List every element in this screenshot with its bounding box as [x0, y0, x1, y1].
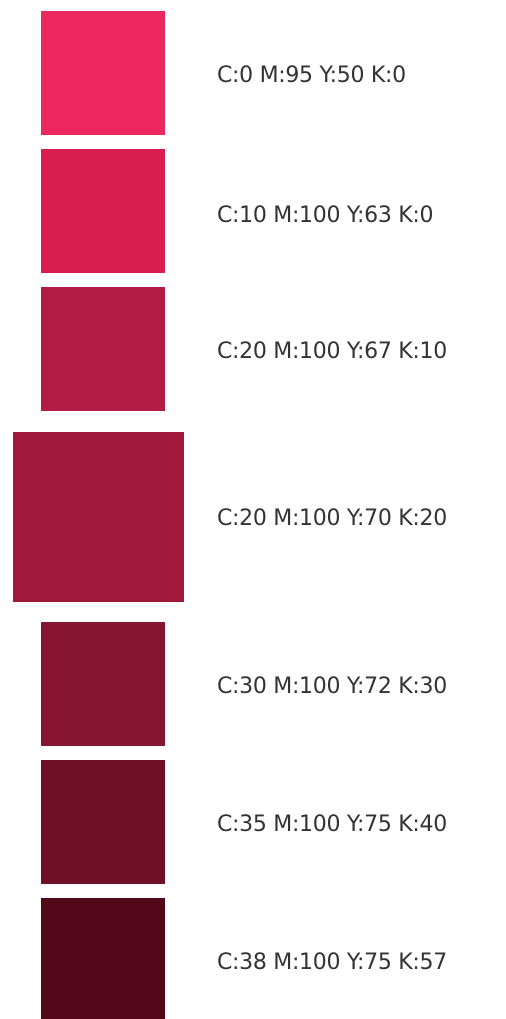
color-swatch-5 — [41, 622, 165, 746]
color-swatch-1 — [41, 11, 165, 135]
color-swatch-6 — [41, 760, 165, 884]
color-swatch-4-highlighted — [13, 432, 184, 602]
swatch-label-2: C:10 M:100 Y:63 K:0 — [217, 203, 434, 228]
swatch-label-5: C:30 M:100 Y:72 K:30 — [217, 674, 447, 699]
color-swatch-7 — [41, 898, 165, 1019]
swatch-label-7: C:38 M:100 Y:75 K:57 — [217, 950, 447, 975]
color-swatch-2 — [41, 149, 165, 273]
swatch-label-6: C:35 M:100 Y:75 K:40 — [217, 812, 447, 837]
swatch-label-1: C:0 M:95 Y:50 K:0 — [217, 63, 406, 88]
swatch-label-4: C:20 M:100 Y:70 K:20 — [217, 506, 447, 531]
color-swatch-3 — [41, 287, 165, 411]
swatch-label-3: C:20 M:100 Y:67 K:10 — [217, 339, 447, 364]
